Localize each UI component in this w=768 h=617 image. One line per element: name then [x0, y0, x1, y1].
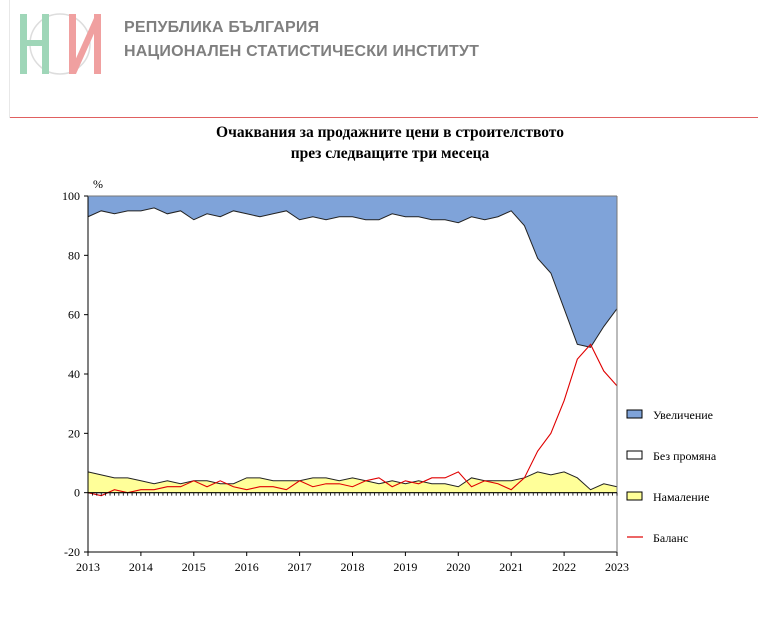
x-tick-label: 2013: [76, 560, 100, 574]
x-tick-label: 2020: [446, 560, 470, 574]
legend-label: Намаление: [653, 490, 709, 504]
legend-swatch: [626, 491, 643, 501]
series-decrease-area: [88, 471, 617, 493]
x-tick-label: 2019: [393, 560, 417, 574]
x-tick-label: 2022: [552, 560, 576, 574]
x-tick-label: 2021: [499, 560, 523, 574]
header-rule: [10, 117, 758, 118]
org-line-1: РЕПУБЛИКА БЪЛГАРИЯ: [124, 19, 320, 36]
plot-area: [87, 196, 618, 497]
x-tick-label: 2016: [235, 560, 259, 574]
series-increase-area: [88, 196, 617, 348]
y-tick-label: 20: [68, 426, 80, 440]
x-tick-label: 2017: [288, 560, 312, 574]
chart-title-line-2: през следващите три месеца: [290, 145, 490, 162]
y-tick-label: -20: [64, 545, 80, 559]
legend-label: Увеличение: [653, 408, 713, 422]
page-header: РЕПУБЛИКА БЪЛГАРИЯ НАЦИОНАЛЕН СТАТИСТИЧЕ…: [0, 0, 768, 118]
legend-label: Без промяна: [653, 449, 717, 463]
header-divider: [9, 0, 10, 118]
chart-title: Очаквания за продажните цени в строителс…: [130, 122, 650, 164]
y-tick-label: 80: [68, 248, 80, 262]
y-unit-label: %: [93, 177, 103, 191]
legend: Увеличение Без промяна Намаление Баланс: [626, 408, 717, 545]
y-tick-label: 40: [68, 367, 80, 381]
x-tick-label: 2018: [341, 560, 365, 574]
y-tick-label: 100: [62, 189, 80, 203]
series-increase-boundary: [87, 207, 618, 348]
x-tick-label: 2014: [129, 560, 153, 574]
chart-title-line-1: Очаквания за продажните цени в строителс…: [216, 124, 564, 141]
nsi-logo: [20, 13, 101, 75]
x-tick-label: 2023: [605, 560, 629, 574]
series-decrease-boundary: [87, 471, 618, 491]
y-tick-label: 60: [68, 308, 80, 322]
axes: 100 80 60 40 20 0 -20% 2013 2014 2015 2016 2017 2018…: [62, 177, 629, 574]
y-tick-label: 0: [74, 486, 80, 500]
series-balance-line: [87, 343, 618, 497]
legend-swatch: [626, 450, 643, 460]
org-line-2: НАЦИОНАЛЕН СТАТИСТИЧЕСКИ ИНСТИТУТ: [124, 43, 480, 60]
x-tick-label: 2015: [182, 560, 206, 574]
legend-swatch: [626, 409, 643, 419]
legend-label: Баланс: [653, 531, 688, 545]
